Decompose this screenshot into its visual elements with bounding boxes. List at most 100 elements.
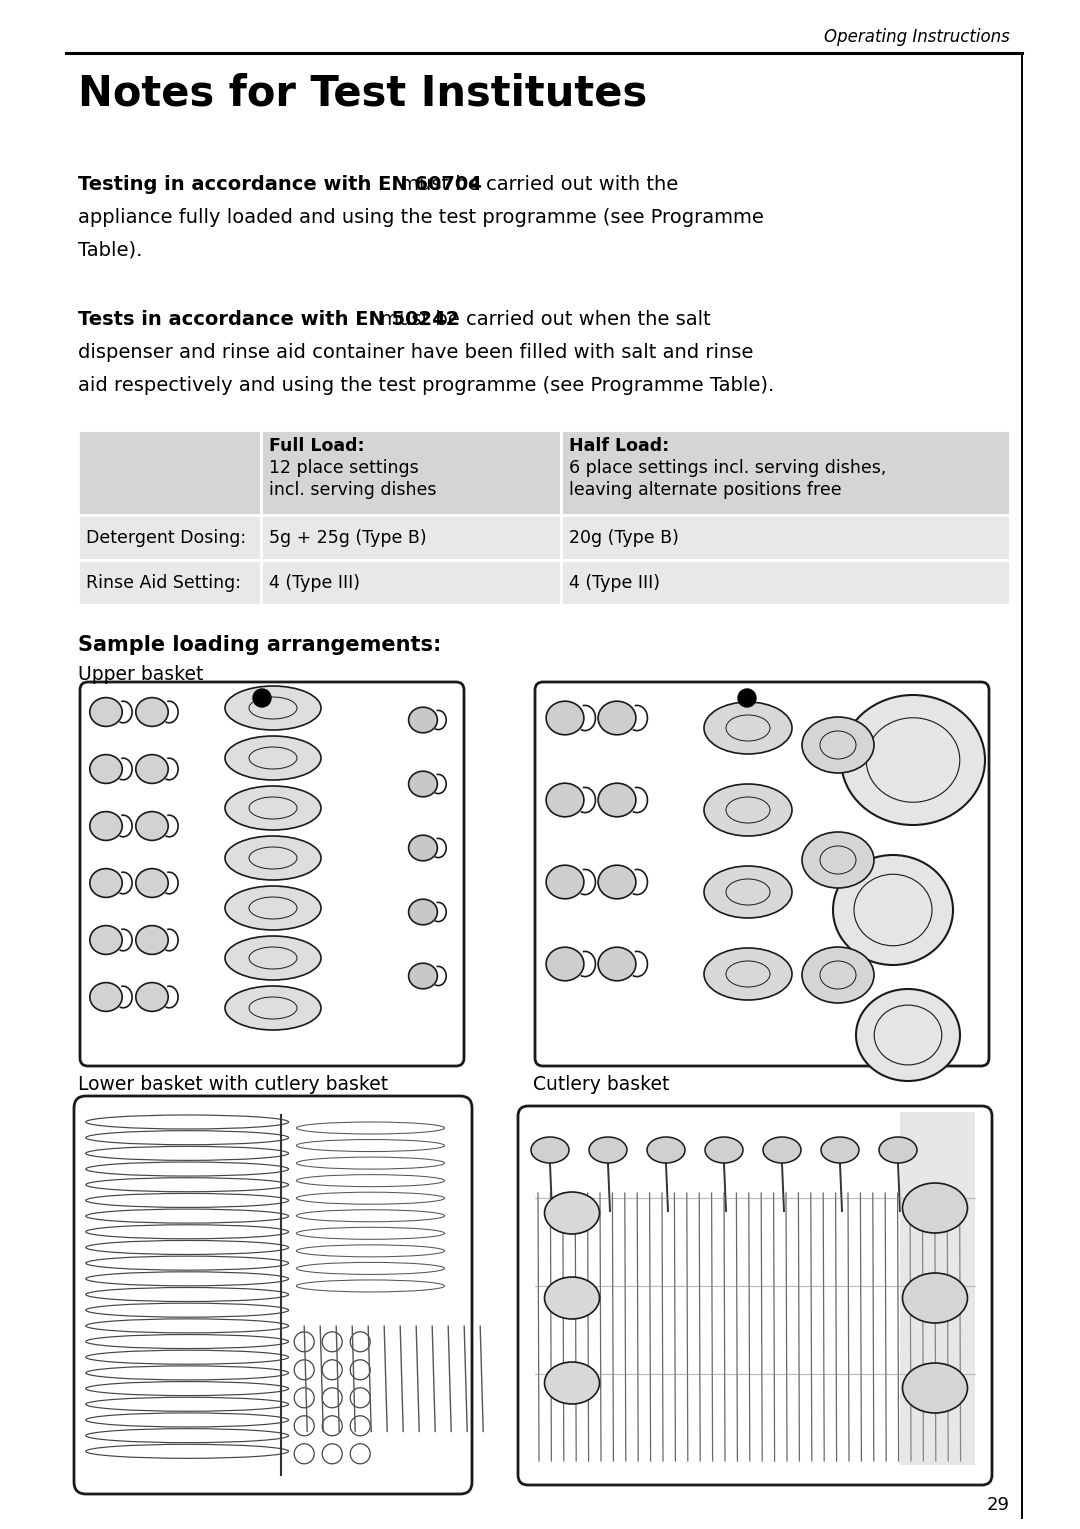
Ellipse shape <box>85 1398 288 1411</box>
Ellipse shape <box>85 1225 288 1238</box>
Text: Operating Instructions: Operating Instructions <box>824 28 1010 46</box>
Ellipse shape <box>866 717 960 803</box>
Ellipse shape <box>136 755 168 783</box>
Ellipse shape <box>90 812 122 841</box>
Ellipse shape <box>85 1162 288 1176</box>
Ellipse shape <box>408 899 437 925</box>
Ellipse shape <box>531 1138 569 1164</box>
Bar <box>561 560 1010 605</box>
Ellipse shape <box>85 1428 288 1443</box>
Text: must be carried out with the: must be carried out with the <box>394 174 678 194</box>
Ellipse shape <box>249 898 297 919</box>
Ellipse shape <box>85 1320 288 1333</box>
Ellipse shape <box>136 983 168 1011</box>
Circle shape <box>294 1416 314 1436</box>
Ellipse shape <box>90 868 122 898</box>
Ellipse shape <box>225 936 321 980</box>
Ellipse shape <box>879 1138 917 1164</box>
Bar <box>78 560 261 605</box>
Text: 12 place settings: 12 place settings <box>269 459 419 477</box>
Ellipse shape <box>408 708 437 732</box>
Ellipse shape <box>726 962 770 988</box>
Ellipse shape <box>820 846 856 875</box>
Bar <box>561 515 1010 560</box>
Ellipse shape <box>598 946 636 980</box>
Ellipse shape <box>85 1147 288 1161</box>
Circle shape <box>322 1332 342 1352</box>
Ellipse shape <box>90 925 122 954</box>
Ellipse shape <box>85 1177 288 1191</box>
Ellipse shape <box>726 716 770 742</box>
Circle shape <box>322 1388 342 1408</box>
Circle shape <box>350 1388 370 1408</box>
Ellipse shape <box>225 735 321 780</box>
Bar <box>261 515 561 560</box>
Text: aid respectively and using the test programme (see Programme Table).: aid respectively and using the test prog… <box>78 376 774 394</box>
Bar <box>261 430 561 515</box>
Circle shape <box>350 1359 370 1379</box>
FancyBboxPatch shape <box>75 1096 472 1494</box>
Text: 20g (Type B): 20g (Type B) <box>569 529 679 547</box>
Ellipse shape <box>85 1365 288 1379</box>
Ellipse shape <box>833 855 953 965</box>
Ellipse shape <box>85 1335 288 1349</box>
Ellipse shape <box>249 997 297 1018</box>
Ellipse shape <box>85 1445 288 1459</box>
Ellipse shape <box>903 1274 968 1323</box>
Ellipse shape <box>296 1139 445 1151</box>
Ellipse shape <box>647 1138 685 1164</box>
Text: Table).: Table). <box>78 242 143 260</box>
Bar <box>561 430 1010 515</box>
Text: must be carried out when the salt: must be carried out when the salt <box>374 310 711 329</box>
Ellipse shape <box>85 1413 288 1427</box>
Ellipse shape <box>598 865 636 899</box>
Ellipse shape <box>854 875 932 946</box>
Ellipse shape <box>704 784 792 836</box>
Ellipse shape <box>85 1350 288 1364</box>
Bar <box>78 430 261 515</box>
Ellipse shape <box>225 885 321 930</box>
Ellipse shape <box>704 702 792 754</box>
Circle shape <box>322 1359 342 1379</box>
Ellipse shape <box>820 962 856 989</box>
Ellipse shape <box>85 1194 288 1208</box>
Ellipse shape <box>225 836 321 881</box>
Ellipse shape <box>249 946 297 969</box>
Text: 6 place settings incl. serving dishes,: 6 place settings incl. serving dishes, <box>569 459 887 477</box>
Ellipse shape <box>249 847 297 868</box>
Circle shape <box>294 1359 314 1379</box>
Ellipse shape <box>726 797 770 823</box>
Ellipse shape <box>136 925 168 954</box>
Bar <box>900 1112 975 1465</box>
Ellipse shape <box>802 832 874 888</box>
Ellipse shape <box>85 1382 288 1396</box>
Ellipse shape <box>705 1138 743 1164</box>
Text: Full Load:: Full Load: <box>269 437 365 456</box>
Ellipse shape <box>85 1287 288 1301</box>
Text: Testing in accordance with EN 60704: Testing in accordance with EN 60704 <box>78 174 482 194</box>
Ellipse shape <box>408 963 437 989</box>
Circle shape <box>322 1443 342 1463</box>
Ellipse shape <box>296 1157 445 1170</box>
FancyBboxPatch shape <box>80 682 464 1066</box>
Text: Notes for Test Institutes: Notes for Test Institutes <box>78 72 647 115</box>
Text: Sample loading arrangements:: Sample loading arrangements: <box>78 635 442 654</box>
Ellipse shape <box>544 1362 599 1404</box>
Ellipse shape <box>802 946 874 1003</box>
Text: 4 (Type III): 4 (Type III) <box>269 573 360 592</box>
Text: Cutlery basket: Cutlery basket <box>534 1075 670 1095</box>
Ellipse shape <box>85 1272 288 1286</box>
Ellipse shape <box>225 687 321 729</box>
Ellipse shape <box>85 1115 288 1128</box>
Ellipse shape <box>874 1005 942 1064</box>
Ellipse shape <box>249 748 297 769</box>
Ellipse shape <box>136 812 168 841</box>
Ellipse shape <box>296 1122 445 1135</box>
Text: Upper basket: Upper basket <box>78 665 203 683</box>
Ellipse shape <box>546 946 584 980</box>
Ellipse shape <box>821 1138 859 1164</box>
Ellipse shape <box>85 1257 288 1271</box>
Ellipse shape <box>704 865 792 917</box>
Ellipse shape <box>296 1263 445 1274</box>
Circle shape <box>294 1388 314 1408</box>
